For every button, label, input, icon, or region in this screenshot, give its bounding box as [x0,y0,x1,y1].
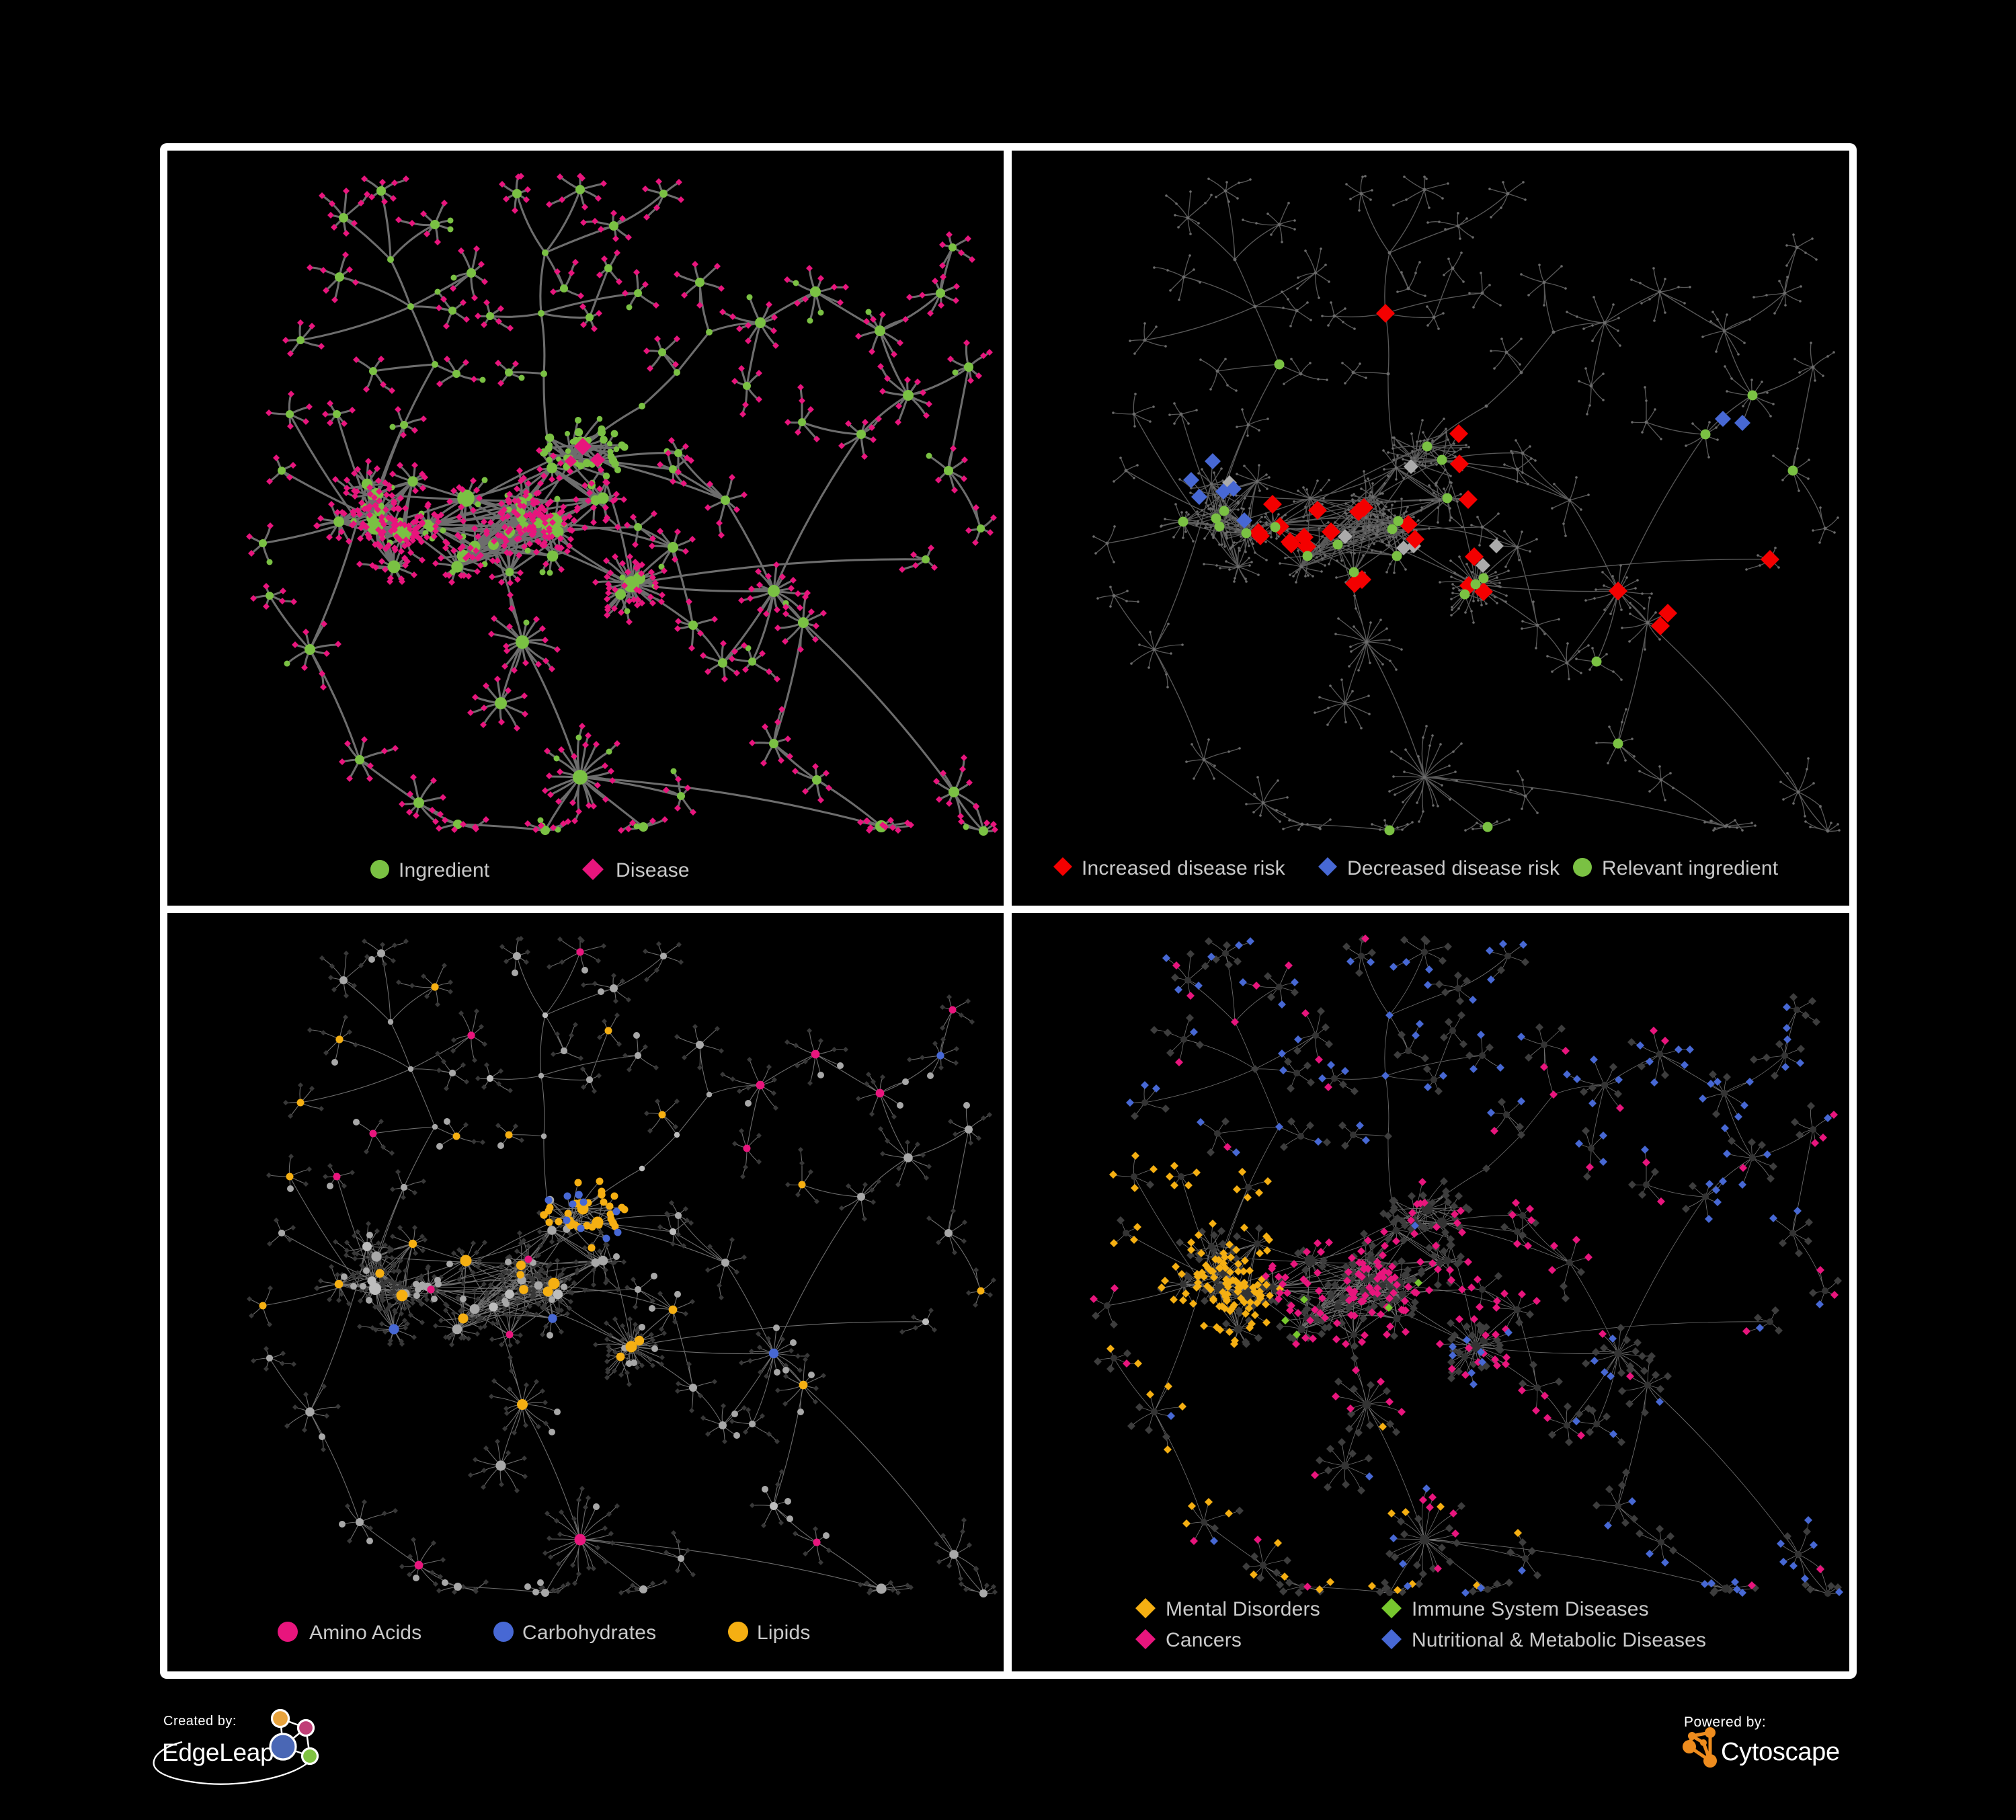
svg-text:Powered by:: Powered by: [1684,1714,1766,1730]
svg-text:Carbohydrates: Carbohydrates [522,1622,656,1644]
svg-text:Increased disease risk: Increased disease risk [1082,857,1286,879]
svg-text:Immune System Diseases: Immune System Diseases [1412,1598,1649,1620]
svg-text:Relevant ingredient: Relevant ingredient [1602,857,1779,879]
svg-text:EdgeLeap: EdgeLeap [162,1739,274,1766]
svg-text:Created by:: Created by: [163,1714,237,1729]
svg-text:Ingredient: Ingredient [399,859,490,881]
svg-text:Disease: Disease [616,859,690,881]
svg-text:Mental Disorders: Mental Disorders [1166,1598,1320,1620]
svg-text:Lipids: Lipids [757,1622,811,1644]
svg-text:Decreased disease risk: Decreased disease risk [1347,857,1560,879]
svg-text:Cytoscape: Cytoscape [1721,1738,1840,1766]
svg-text:Nutritional & Metabolic Diseas: Nutritional & Metabolic Diseases [1412,1629,1706,1651]
svg-text:Amino Acids: Amino Acids [309,1622,421,1644]
svg-text:Cancers: Cancers [1166,1629,1242,1651]
